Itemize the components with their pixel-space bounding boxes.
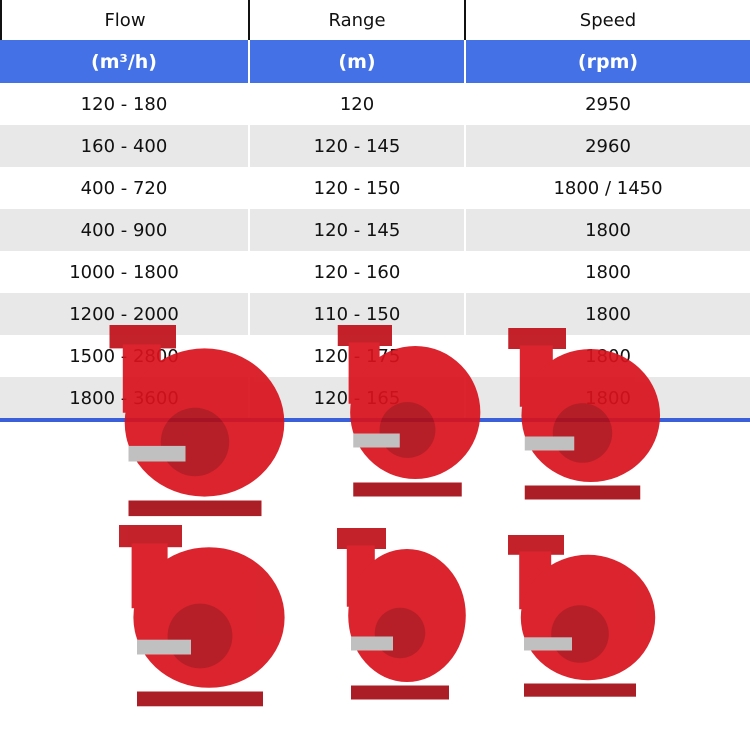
cell-flow: 1000 - 1800 xyxy=(0,251,250,293)
cell-range: 120 - 165 xyxy=(250,377,466,419)
cell-range: 120 - 145 xyxy=(250,125,466,167)
cell-range: 120 - 175 xyxy=(250,335,466,377)
cell-flow: 1200 - 2000 xyxy=(0,293,250,335)
unit-range: (m) xyxy=(250,40,466,83)
cell-range: 110 - 150 xyxy=(250,293,466,335)
cell-flow: 160 - 400 xyxy=(0,125,250,167)
cell-range: 120 - 160 xyxy=(250,251,466,293)
divider-line xyxy=(0,418,750,422)
end-suction-pump-photo xyxy=(508,535,656,697)
split-case-pump-photo xyxy=(337,528,466,700)
table-row: 400 - 900 120 - 145 1800 xyxy=(0,209,750,251)
cell-speed: 1800 xyxy=(585,345,631,367)
table-row: 1800 - 3600 120 - 165 1800 xyxy=(0,377,750,419)
cell-range: 120 - 145 xyxy=(250,209,466,251)
unit-flow: (m³/h) xyxy=(0,40,250,83)
cell-speed: 1800 / 1450 xyxy=(553,177,663,199)
unit-speed: (rpm) xyxy=(577,50,639,73)
cell-speed: 1800 xyxy=(585,303,631,325)
header-range: Range xyxy=(250,0,466,40)
cell-flow: 400 - 720 xyxy=(0,167,250,209)
cell-range: 120 xyxy=(250,83,466,125)
cell-flow: 400 - 900 xyxy=(0,209,250,251)
table-row: 120 - 180 120 2950 xyxy=(0,83,750,125)
cell-flow: 120 - 180 xyxy=(0,83,250,125)
cell-speed: 2960 xyxy=(585,135,631,157)
cell-speed: 2950 xyxy=(585,93,631,115)
header-row: Flow Range Speed xyxy=(0,0,750,40)
header-flow: Flow xyxy=(0,0,250,40)
pump-spec-table: Flow Range Speed (m³/h) (m) (rpm) 120 - … xyxy=(0,0,750,419)
header-speed: Speed xyxy=(579,9,637,31)
cell-flow: 1500 - 2800 xyxy=(0,335,250,377)
table-row: 1000 - 1800 120 - 160 1800 xyxy=(0,251,750,293)
table-row: 400 - 720 120 - 150 1800 / 1450 xyxy=(0,167,750,209)
table-row: 160 - 400 120 - 145 2960 xyxy=(0,125,750,167)
cell-speed: 1800 xyxy=(585,387,631,409)
cell-speed: 1800 xyxy=(585,219,631,241)
table-row: 1200 - 2000 110 - 150 1800 xyxy=(0,293,750,335)
cell-flow: 1800 - 3600 xyxy=(0,377,250,419)
units-row: (m³/h) (m) (rpm) xyxy=(0,40,750,83)
cell-speed: 1800 xyxy=(585,261,631,283)
table-row: 1500 - 2800 120 - 175 1800 xyxy=(0,335,750,377)
cell-range: 120 - 150 xyxy=(250,167,466,209)
split-case-pump-photo xyxy=(119,525,285,707)
